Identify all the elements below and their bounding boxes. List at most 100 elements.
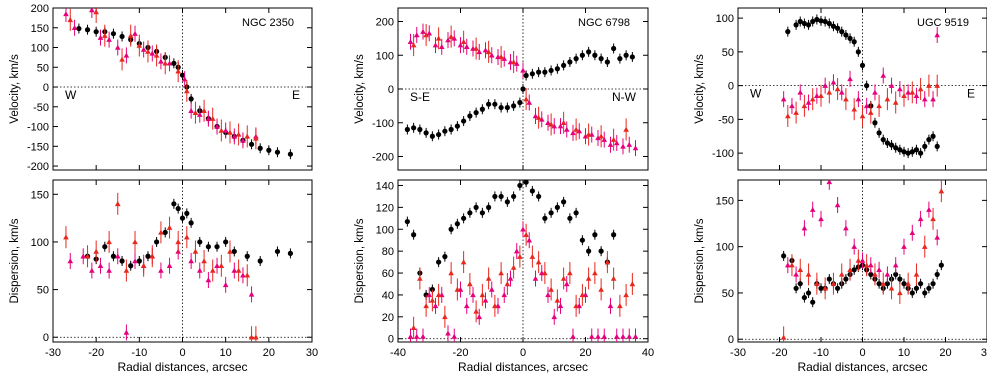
data-point [826, 89, 833, 95]
y-tick-label: 200 [376, 17, 394, 29]
data-point [132, 30, 138, 36]
data-point [235, 267, 242, 273]
data-point [128, 263, 134, 269]
data-point [851, 267, 857, 273]
data-point [423, 303, 429, 309]
y-tick-label: 200 [31, 3, 49, 15]
data-point [257, 258, 263, 264]
data-point [611, 232, 617, 238]
data-point [801, 225, 808, 231]
data-point [548, 121, 554, 127]
data-point [567, 59, 573, 65]
data-point [485, 49, 492, 55]
data-point [930, 281, 936, 287]
data-point [892, 99, 899, 105]
data-point [523, 96, 529, 102]
data-point [97, 34, 104, 40]
data-point [511, 193, 517, 200]
data-point [830, 79, 837, 85]
data-point [420, 28, 426, 34]
y-tick-label: 0 [43, 82, 49, 94]
data-point [542, 270, 548, 276]
data-point [511, 103, 517, 109]
direction-right: E [292, 88, 300, 102]
data-point [620, 333, 626, 339]
panel-6: 0 50 100 150 -30 -20 -10 0 10 20 30 Dispersion, km/… [694, 179, 987, 374]
data-point [797, 89, 804, 95]
x-axis-label: Radial distances, arcsec [797, 360, 927, 374]
y-tick-label: 100 [376, 224, 394, 236]
data-point [601, 333, 608, 339]
data-point [632, 145, 639, 151]
data-point [123, 267, 130, 273]
data-point [561, 199, 567, 205]
data-point [123, 329, 130, 335]
data-point [507, 275, 514, 281]
data-point [140, 262, 147, 269]
data-point [504, 281, 511, 287]
data-point [67, 17, 74, 23]
data-point [451, 35, 458, 41]
data-point [934, 32, 940, 38]
data-point [557, 123, 564, 129]
series-3 [410, 223, 636, 339]
data-point [457, 42, 464, 48]
data-point [287, 151, 294, 157]
data-point [445, 37, 451, 43]
data-point [901, 281, 907, 287]
data-point [442, 254, 448, 260]
data-point [905, 89, 911, 95]
data-point [235, 131, 242, 137]
galaxy-name: NGC 6798 [578, 17, 630, 29]
y-tick-label: -100 [712, 148, 734, 160]
data-point [240, 272, 246, 278]
data-point [166, 60, 173, 66]
data-point [162, 229, 168, 236]
data-point [188, 220, 194, 226]
y-tick-label: 50 [722, 47, 734, 59]
x-tick-label: 10 [220, 347, 232, 359]
data-point [843, 276, 849, 282]
data-point [266, 147, 272, 153]
x-tick-label: 0 [859, 347, 865, 359]
data-point [454, 286, 461, 292]
series-1 [785, 14, 940, 159]
data-point [476, 314, 483, 320]
data-point [868, 271, 874, 278]
data-point [598, 56, 604, 62]
data-point [835, 25, 841, 31]
data-point [532, 275, 539, 281]
y-tick-label: -150 [27, 141, 49, 153]
y-tick-label: 40 [382, 290, 394, 302]
data-point [429, 133, 435, 139]
y-tick-label: 80 [382, 246, 394, 258]
data-point [613, 333, 620, 339]
x-tick-label: -40 [390, 347, 406, 359]
data-point [498, 270, 504, 276]
data-point [876, 266, 882, 273]
data-point [479, 210, 485, 216]
data-point [901, 149, 907, 155]
data-point [132, 258, 138, 264]
data-point [822, 18, 828, 25]
data-point [222, 282, 229, 288]
data-point [463, 44, 470, 50]
data-point [926, 285, 932, 291]
data-point [585, 131, 592, 137]
data-point [560, 275, 567, 281]
data-point [826, 20, 832, 27]
y-tick-label: 0 [43, 332, 49, 344]
data-point [410, 324, 417, 331]
series-3 [785, 74, 940, 127]
data-point [231, 267, 238, 273]
data-point [192, 109, 199, 115]
series-3 [410, 24, 629, 151]
y-tick-label: 0 [388, 84, 394, 96]
data-point [517, 99, 523, 106]
data-point [426, 30, 433, 36]
data-point [127, 32, 134, 38]
data-point [175, 205, 181, 212]
data-point [526, 237, 533, 243]
data-point [892, 262, 899, 268]
data-point [814, 280, 820, 286]
